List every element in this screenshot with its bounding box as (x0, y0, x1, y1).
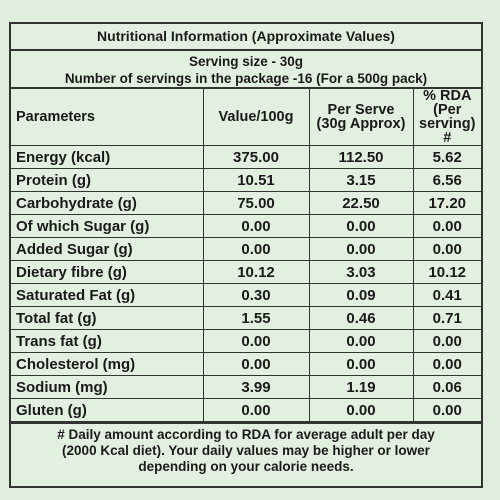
rda-percent: 0.41 (412, 283, 481, 307)
value-per-100g: 0.00 (202, 352, 310, 376)
table-row: Saturated Fat (g) 0.30 0.09 0.41 (11, 283, 481, 307)
nutrient-name: Gluten (g) (11, 398, 204, 422)
value-per-100g: 1.55 (202, 306, 310, 330)
value-per-100g: 0.00 (202, 237, 310, 261)
nutrient-name: Sodium (mg) (11, 375, 204, 399)
value-per-100g: 3.99 (202, 375, 310, 399)
header-rda: % RDA (Per serving) # (412, 89, 481, 146)
value-per-100g: 0.00 (202, 398, 310, 422)
panel-title: Nutritional Information (Approximate Val… (11, 24, 481, 51)
rda-percent: 17.20 (412, 191, 481, 215)
nutrient-name: Protein (g) (11, 168, 204, 192)
rda-percent: 0.71 (412, 306, 481, 330)
nutrient-name: Total fat (g) (11, 306, 204, 330)
table-row: Dietary fibre (g) 10.12 3.03 10.12 (11, 260, 481, 284)
nutrient-name: Trans fat (g) (11, 329, 204, 353)
nutrient-name: Carbohydrate (g) (11, 191, 204, 215)
serving-info: Serving size - 30g Number of servings in… (11, 51, 481, 89)
value-per-100g: 10.51 (202, 168, 310, 192)
rda-percent: 0.06 (412, 375, 481, 399)
rda-percent: 0.00 (412, 214, 481, 238)
value-per-serve: 0.00 (308, 237, 414, 261)
rda-percent: 0.00 (412, 398, 481, 422)
servings-count: Number of servings in the package -16 (F… (64, 71, 428, 86)
nutrient-name: Added Sugar (g) (11, 237, 204, 261)
table-row: Total fat (g) 1.55 0.46 0.71 (11, 306, 481, 330)
rda-percent: 10.12 (412, 260, 481, 284)
value-per-100g: 0.30 (202, 283, 310, 307)
table-row: Carbohydrate (g) 75.00 22.50 17.20 (11, 191, 481, 215)
value-per-serve: 0.00 (308, 329, 414, 353)
table-row: Sodium (mg) 3.99 1.19 0.06 (11, 375, 481, 399)
header-value: Value/100g (202, 89, 310, 146)
value-per-serve: 0.00 (308, 214, 414, 238)
nutrition-table: Parameters Value/100g Per Serve (30g App… (11, 89, 481, 422)
nutrient-name: Cholesterol (mg) (11, 352, 204, 376)
rda-percent: 5.62 (412, 145, 481, 169)
rda-percent: 0.00 (412, 237, 481, 261)
value-per-serve: 3.15 (308, 168, 414, 192)
table-row: Added Sugar (g) 0.00 0.00 0.00 (11, 237, 481, 261)
rda-percent: 6.56 (412, 168, 481, 192)
footnote-line: # Daily amount according to RDA for aver… (57, 427, 435, 442)
table-row: Cholesterol (mg) 0.00 0.00 0.00 (11, 352, 481, 376)
value-per-serve: 0.09 (308, 283, 414, 307)
value-per-serve: 22.50 (308, 191, 414, 215)
nutrient-name: Dietary fibre (g) (11, 260, 204, 284)
value-per-serve: 112.50 (308, 145, 414, 169)
serving-size: Serving size - 30g (188, 54, 304, 69)
header-per-serve: Per Serve (30g Approx) (308, 89, 414, 146)
table-row: Energy (kcal) 375.00 112.50 5.62 (11, 145, 481, 169)
table-header-row: Parameters Value/100g Per Serve (30g App… (11, 89, 481, 146)
nutrition-panel: Nutritional Information (Approximate Val… (9, 22, 483, 488)
value-per-100g: 75.00 (202, 191, 310, 215)
table-row: Of which Sugar (g) 0.00 0.00 0.00 (11, 214, 481, 238)
table-row: Trans fat (g) 0.00 0.00 0.00 (11, 329, 481, 353)
value-per-serve: 0.00 (308, 398, 414, 422)
footnote-line: depending on your calorie needs. (138, 459, 354, 474)
table-row: Protein (g) 10.51 3.15 6.56 (11, 168, 481, 192)
header-parameters: Parameters (11, 89, 204, 146)
value-per-serve: 3.03 (308, 260, 414, 284)
footnote: # Daily amount according to RDA for aver… (11, 422, 481, 475)
nutrient-name: Energy (kcal) (11, 145, 204, 169)
value-per-100g: 10.12 (202, 260, 310, 284)
nutrient-name: Saturated Fat (g) (11, 283, 204, 307)
footnote-line: (2000 Kcal diet). Your daily values may … (62, 443, 430, 458)
value-per-100g: 0.00 (202, 214, 310, 238)
rda-percent: 0.00 (412, 352, 481, 376)
value-per-100g: 375.00 (202, 145, 310, 169)
value-per-serve: 0.46 (308, 306, 414, 330)
value-per-serve: 1.19 (308, 375, 414, 399)
nutrient-name: Of which Sugar (g) (11, 214, 204, 238)
table-row: Gluten (g) 0.00 0.00 0.00 (11, 398, 481, 422)
value-per-100g: 0.00 (202, 329, 310, 353)
value-per-serve: 0.00 (308, 352, 414, 376)
rda-percent: 0.00 (412, 329, 481, 353)
